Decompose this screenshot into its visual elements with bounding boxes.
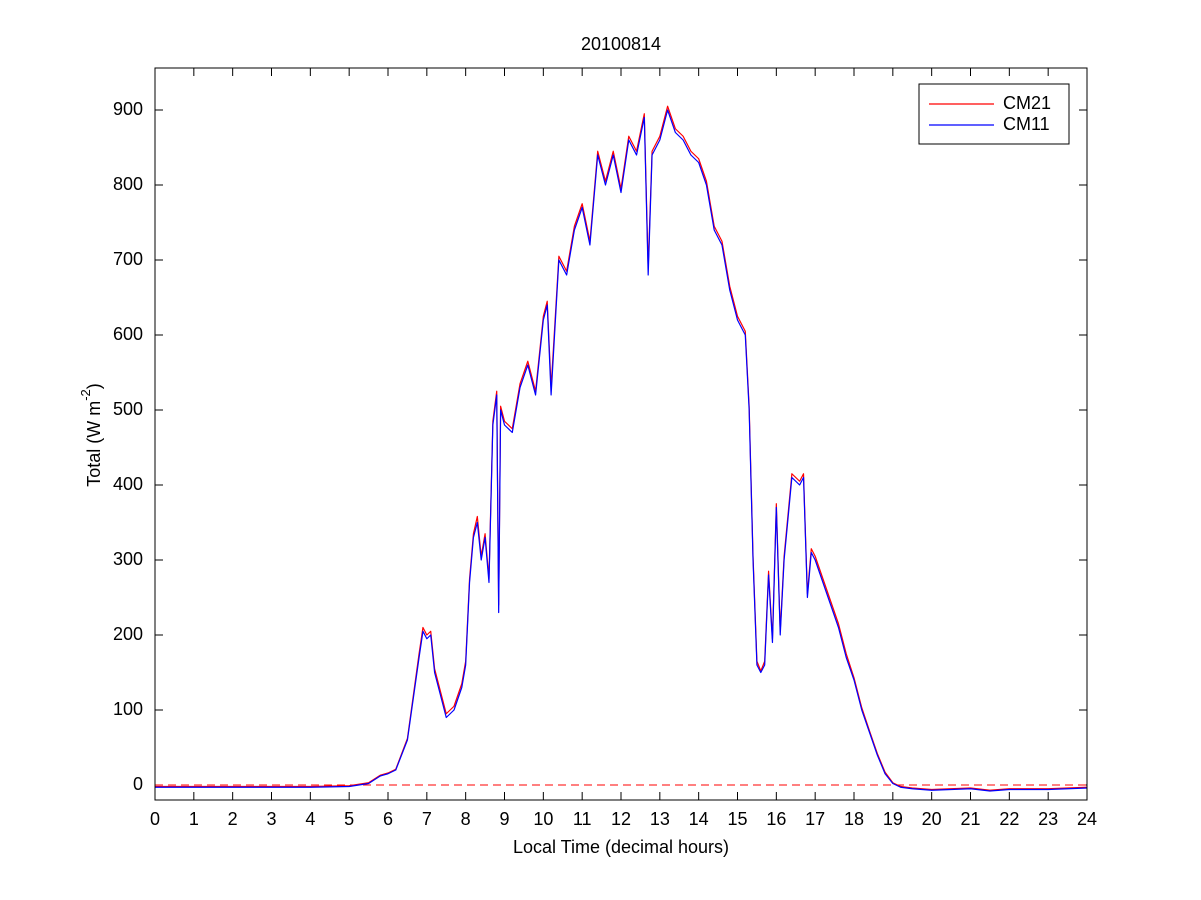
y-tick-label: 600 xyxy=(113,324,143,344)
legend-label: CM21 xyxy=(1003,93,1051,113)
legend-label: CM11 xyxy=(1003,114,1050,134)
x-tick-label: 21 xyxy=(960,809,980,829)
y-tick-label: 300 xyxy=(113,549,143,569)
x-tick-label: 12 xyxy=(611,809,631,829)
x-tick-label: 23 xyxy=(1038,809,1058,829)
x-tick-label: 24 xyxy=(1077,809,1097,829)
x-tick-label: 5 xyxy=(344,809,354,829)
y-tick-label: 500 xyxy=(113,399,143,419)
x-tick-label: 9 xyxy=(499,809,509,829)
x-tick-label: 11 xyxy=(573,809,592,829)
y-tick-label: 700 xyxy=(113,249,143,269)
y-tick-label: 400 xyxy=(113,474,143,494)
y-tick-label: 200 xyxy=(113,624,143,644)
x-tick-label: 16 xyxy=(766,809,786,829)
y-label-sup: -2 xyxy=(78,389,93,401)
series-line xyxy=(155,109,1088,792)
axes-box xyxy=(154,67,1088,801)
x-tick-label: 19 xyxy=(883,809,903,829)
x-tick-label: 1 xyxy=(189,809,199,829)
x-tick-label: 18 xyxy=(844,809,864,829)
x-tick-label: 4 xyxy=(305,809,315,829)
series-line xyxy=(155,105,1088,791)
x-tick-label: 3 xyxy=(266,809,276,829)
y-axis-label: Total (W m-2) xyxy=(78,383,103,487)
y-tick-label: 800 xyxy=(113,174,143,194)
x-tick-label: 15 xyxy=(727,809,747,829)
x-tick-label: 22 xyxy=(999,809,1019,829)
x-tick-label: 20 xyxy=(922,809,942,829)
x-tick-label: 13 xyxy=(650,809,670,829)
y-tick-label: 100 xyxy=(113,699,143,719)
chart-title: 20100814 xyxy=(581,34,661,54)
x-tick-label: 14 xyxy=(689,809,709,829)
y-tick-label: 900 xyxy=(113,99,143,119)
y-label-text: Total (W m xyxy=(84,401,104,487)
x-tick-label: 0 xyxy=(150,809,160,829)
x-axis-label: Local Time (decimal hours) xyxy=(513,837,729,857)
x-tick-label: 6 xyxy=(383,809,393,829)
legend-box xyxy=(918,83,1070,145)
y-tick-label: 0 xyxy=(133,774,143,794)
x-tick-label: 8 xyxy=(461,809,471,829)
x-tick-label: 2 xyxy=(228,809,238,829)
x-tick-label: 10 xyxy=(533,809,553,829)
x-tick-label: 7 xyxy=(422,809,432,829)
x-tick-label: 17 xyxy=(805,809,825,829)
y-label-suffix: ) xyxy=(84,383,104,389)
